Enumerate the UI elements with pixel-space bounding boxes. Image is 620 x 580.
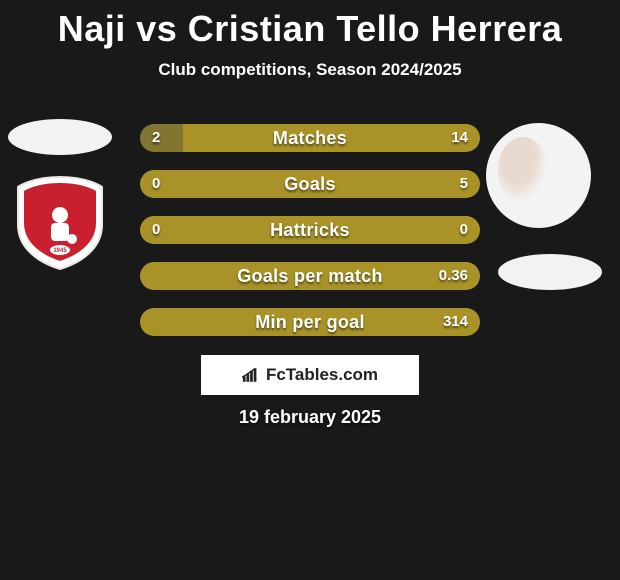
branding-box[interactable]: FcTables.com: [201, 355, 419, 395]
stat-name: Goals per match: [140, 262, 480, 290]
player-b-badge: [498, 254, 603, 290]
stat-row: 00Hattricks: [140, 216, 480, 244]
stat-name: Min per goal: [140, 308, 480, 336]
player-b-avatar: [486, 123, 591, 228]
stat-name: Matches: [140, 124, 480, 152]
stat-row: 314Min per goal: [140, 308, 480, 336]
stats-table: 214Matches 05Goals 00Hattricks 0.36Goals pe…: [140, 124, 480, 354]
subtitle: Club competitions, Season 2024/2025: [0, 50, 620, 80]
svg-text:AL WEHDA CLUB: AL WEHDA CLUB: [31, 189, 90, 196]
stat-row: 214Matches: [140, 124, 480, 152]
stat-name: Hattricks: [140, 216, 480, 244]
branding-text: FcTables.com: [266, 365, 378, 385]
stat-row: 05Goals: [140, 170, 480, 198]
bar-chart-icon: [242, 368, 260, 383]
player-a-badges: AL WEHDA CLUB 1945: [8, 117, 113, 277]
comparison-card: Naji vs Cristian Tello Herrera Club comp…: [0, 0, 620, 580]
page-title: Naji vs Cristian Tello Herrera: [0, 0, 620, 50]
stat-name: Goals: [140, 170, 480, 198]
date-line: 19 february 2025: [0, 407, 620, 428]
svg-text:1945: 1945: [53, 248, 67, 254]
stat-row: 0.36Goals per match: [140, 262, 480, 290]
